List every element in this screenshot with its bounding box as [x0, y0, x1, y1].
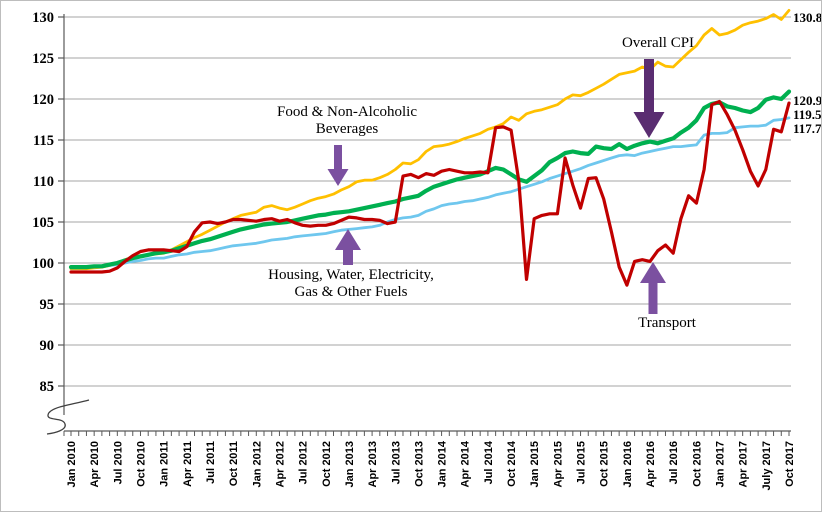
series-line-transport — [69, 99, 791, 287]
x-tick-label: Apr 2015 — [552, 441, 564, 487]
x-tick-label: Jan 2015 — [529, 441, 541, 487]
y-tick-label: 110 — [33, 174, 54, 190]
x-tick-label: Jan 2013 — [344, 441, 356, 487]
series-line-overall-cpi — [68, 89, 792, 270]
y-tick-label: 105 — [32, 215, 54, 231]
x-tick-label: Jul 2011 — [205, 441, 217, 484]
x-tick-label: Jul 2012 — [298, 441, 310, 484]
x-tick-label: Jul 2013 — [390, 441, 402, 484]
annotation-overall-line1: Overall CPI — [621, 35, 695, 51]
x-tick-label: Jul 2010 — [112, 441, 124, 484]
y-tick-label: 130 — [32, 10, 54, 26]
annotation-food-label: Food & Non-Alcoholic Beverages — [277, 104, 417, 138]
annotation-transport-label: Transport — [638, 315, 696, 332]
y-tick-label: 125 — [32, 51, 54, 67]
y-axis-break-squiggle — [46, 399, 90, 435]
x-tick-label: Jan 2014 — [437, 440, 449, 487]
x-tick-label: Apr 2010 — [89, 441, 101, 487]
annotation-transport-line1: Transport — [638, 315, 696, 331]
x-tick-label: Apr 2011 — [182, 441, 194, 487]
y-tick-label: 115 — [33, 133, 54, 149]
annotation-overall-cpi-label: Overall CPI — [622, 35, 694, 52]
series-line-housing-water-electricity-gas-other-fuels — [69, 116, 791, 270]
food-arrow-icon — [327, 145, 349, 186]
x-tick-label: Jul 2016 — [668, 441, 680, 484]
annotation-food-line2: Beverages — [315, 121, 379, 137]
end-value-overall: 120.9 — [793, 93, 822, 108]
x-tick-label: Apr 2012 — [274, 441, 286, 487]
x-tick-label: Apr 2013 — [367, 441, 379, 487]
y-tick-label: 120 — [32, 92, 54, 108]
y-tick-label: 100 — [32, 256, 54, 272]
x-tick-label: Jul 2015 — [576, 441, 588, 484]
transport-arrow-icon — [640, 262, 666, 314]
annotation-food-line1: Food & Non-Alcoholic — [277, 104, 417, 120]
x-tick-label: Oct 2010 — [135, 441, 147, 487]
y-tick-label: 90 — [40, 338, 55, 354]
x-tick-label: Oct 2013 — [413, 441, 425, 487]
end-value-food: 130.8 — [793, 10, 822, 25]
annotation-housing-line2: Gas & Other Fuels — [294, 284, 408, 300]
x-tick-label: Jan 2010 — [66, 441, 78, 487]
x-tick-label: Apr 2017 — [738, 441, 750, 487]
x-tick-label: Oct 2012 — [321, 441, 333, 487]
x-tick-label: Jan 2012 — [251, 441, 263, 487]
x-tick-label: Apr 2016 — [645, 441, 657, 487]
x-tick-label: Oct 2015 — [599, 441, 611, 487]
end-value-housing: 117.7 — [793, 121, 822, 136]
y-tick-label: 85 — [40, 379, 55, 395]
x-tick-label: Jul 2014 — [483, 440, 495, 484]
x-tick-label: Oct 2016 — [691, 441, 703, 487]
x-tick-label: Apr 2014 — [460, 440, 472, 487]
x-tick-label: Jan 2011 — [159, 441, 171, 487]
x-tick-label: Oct 2014 — [506, 440, 518, 487]
x-tick-label: July 2017 — [761, 441, 773, 491]
housing-arrow-icon — [335, 229, 361, 265]
annotation-housing-line1: Housing, Water, Electricity, — [268, 267, 434, 283]
y-tick-label: 95 — [40, 297, 55, 313]
annotation-housing-label: Housing, Water, Electricity, Gas & Other… — [268, 267, 434, 301]
overall-cpi-arrow-icon — [633, 59, 665, 138]
x-tick-label: Jan 2017 — [715, 441, 727, 487]
x-tick-label: Oct 2017 — [784, 441, 796, 487]
x-tick-label: Oct 2011 — [228, 441, 240, 486]
x-tick-label: Jan 2016 — [622, 441, 634, 487]
end-value-transport: 119.5 — [793, 107, 822, 122]
